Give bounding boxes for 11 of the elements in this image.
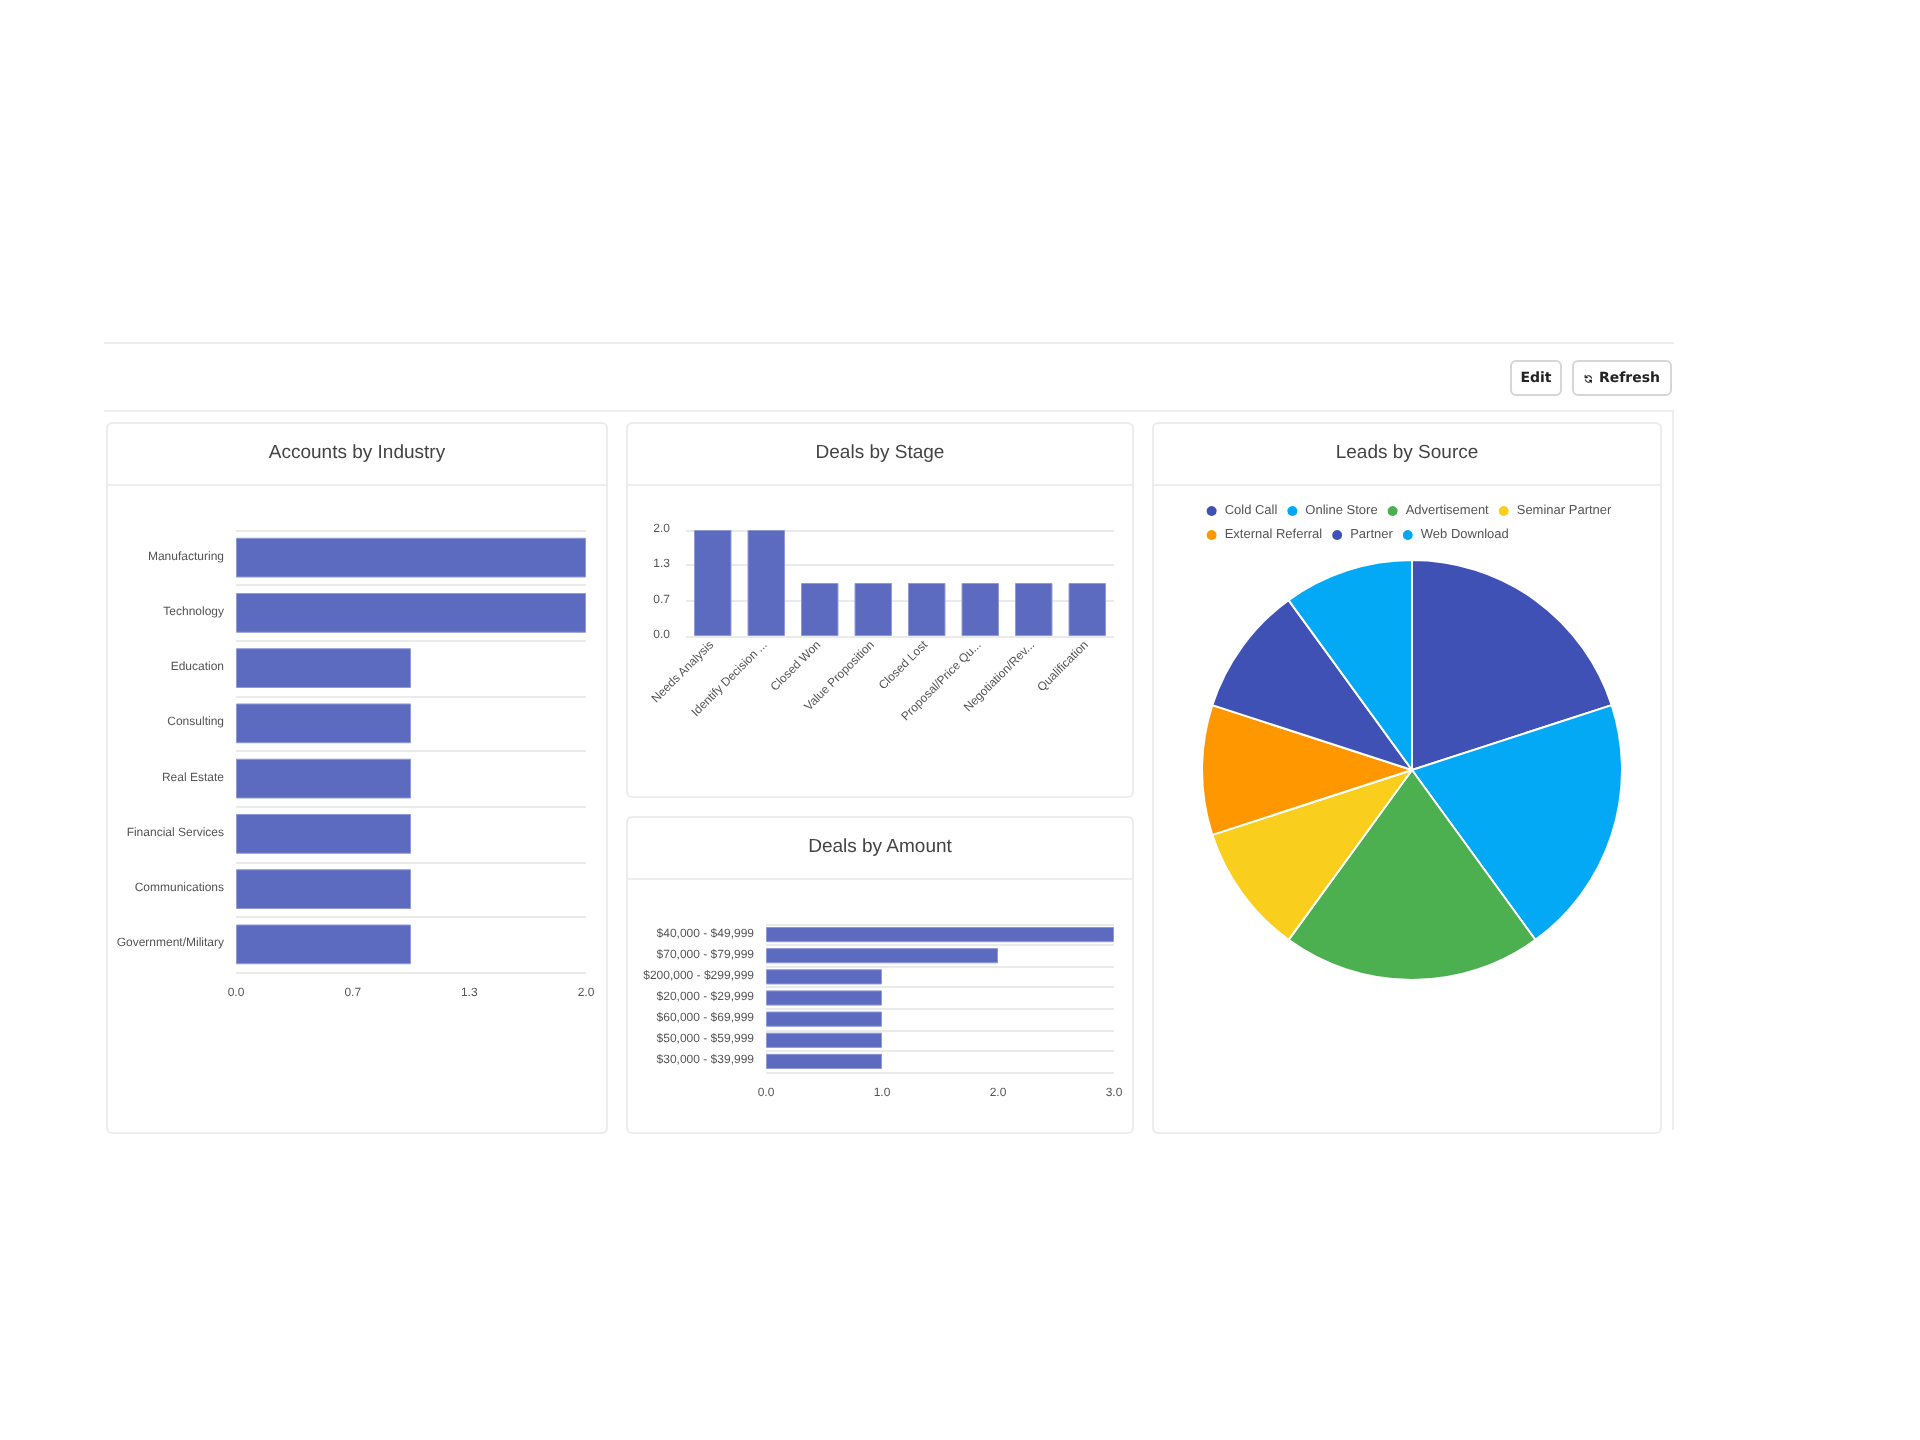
chart-title: Deals by Amount [628,818,1132,880]
bar [766,1053,882,1070]
bar [766,926,1114,943]
bar [766,948,998,964]
chart-title: Deals by Stage [628,424,1132,486]
bar [766,1032,882,1048]
bar [766,990,882,1006]
chart-title: Leads by Source [1154,424,1660,486]
chart-title: Accounts by Industry [108,424,606,486]
bar [766,1011,882,1027]
bar [766,969,882,985]
